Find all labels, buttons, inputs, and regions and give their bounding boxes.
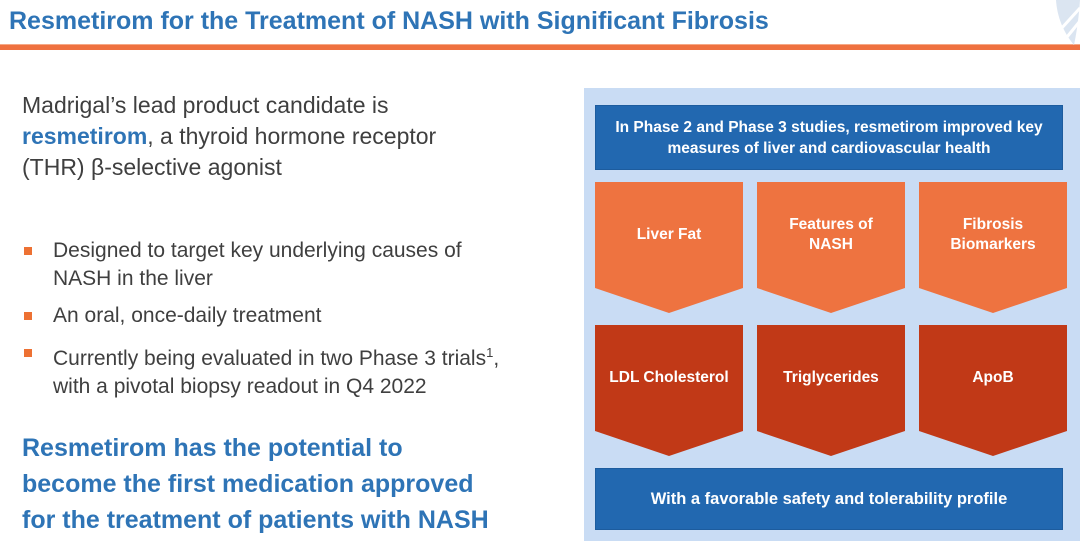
intro-lead-text: Madrigal’s lead product candidate is <box>22 92 389 118</box>
bullet-text: Currently being evaluated in two Phase 3… <box>53 347 487 370</box>
list-item: Designed to target key underlying causes… <box>22 237 518 293</box>
chevron-apob: ApoB <box>919 325 1067 456</box>
chevron-fibrosis-biomarkers: Fibrosis Biomarkers <box>919 182 1067 313</box>
list-item: An oral, once-daily treatment <box>22 302 518 330</box>
bullet-text: An oral, once-daily treatment <box>53 304 322 327</box>
results-panel: In Phase 2 and Phase 3 studies, resmetir… <box>584 88 1080 541</box>
madrigal-logo-icon <box>1052 0 1080 51</box>
chevron-liver-fat: Liver Fat <box>595 182 743 313</box>
left-text-column: Madrigal’s lead product candidate is res… <box>22 90 542 538</box>
intro-paragraph: Madrigal’s lead product candidate is res… <box>22 90 482 183</box>
chevron-label: Liver Fat <box>636 226 702 243</box>
panel-header-text: In Phase 2 and Phase 3 studies, resmetir… <box>615 118 1043 157</box>
key-statement: Resmetirom has the potential to become t… <box>22 434 489 534</box>
list-item: Currently being evaluated in two Phase 3… <box>22 339 518 401</box>
panel-footer-banner: With a favorable safety and tolerability… <box>595 468 1063 530</box>
chevron-label: Triglycerides <box>783 369 879 386</box>
panel-footer-text: With a favorable safety and tolerability… <box>650 489 1008 508</box>
bullet-text: Designed to target key underlying causes… <box>53 239 462 290</box>
page-title: Resmetirom for the Treatment of NASH wit… <box>9 7 769 35</box>
intro-rest-text: , a thyroid hormone receptor (THR) β-sel… <box>22 123 437 180</box>
footnote-marker: 1 <box>486 345 494 360</box>
chevron-label: Features of NASH <box>789 216 873 253</box>
bullet-text: , with a pivotal biopsy readout in Q4 20… <box>53 347 500 398</box>
chevron-label: LDL Cholesterol <box>609 369 729 386</box>
chevron-ldl-cholesterol: LDL Cholesterol <box>595 325 743 456</box>
title-divider-rule <box>0 44 1080 50</box>
chevron-triglycerides: Triglycerides <box>757 325 905 456</box>
drug-name-highlight: resmetirom <box>22 123 148 149</box>
chevron-label: Fibrosis Biomarkers <box>950 216 1036 253</box>
chevron-label: ApoB <box>972 369 1014 386</box>
panel-header-banner: In Phase 2 and Phase 3 studies, resmetir… <box>595 105 1063 170</box>
key-points-list: Designed to target key underlying causes… <box>22 237 518 401</box>
chevron-features-of-nash: Features of NASH <box>757 182 905 313</box>
